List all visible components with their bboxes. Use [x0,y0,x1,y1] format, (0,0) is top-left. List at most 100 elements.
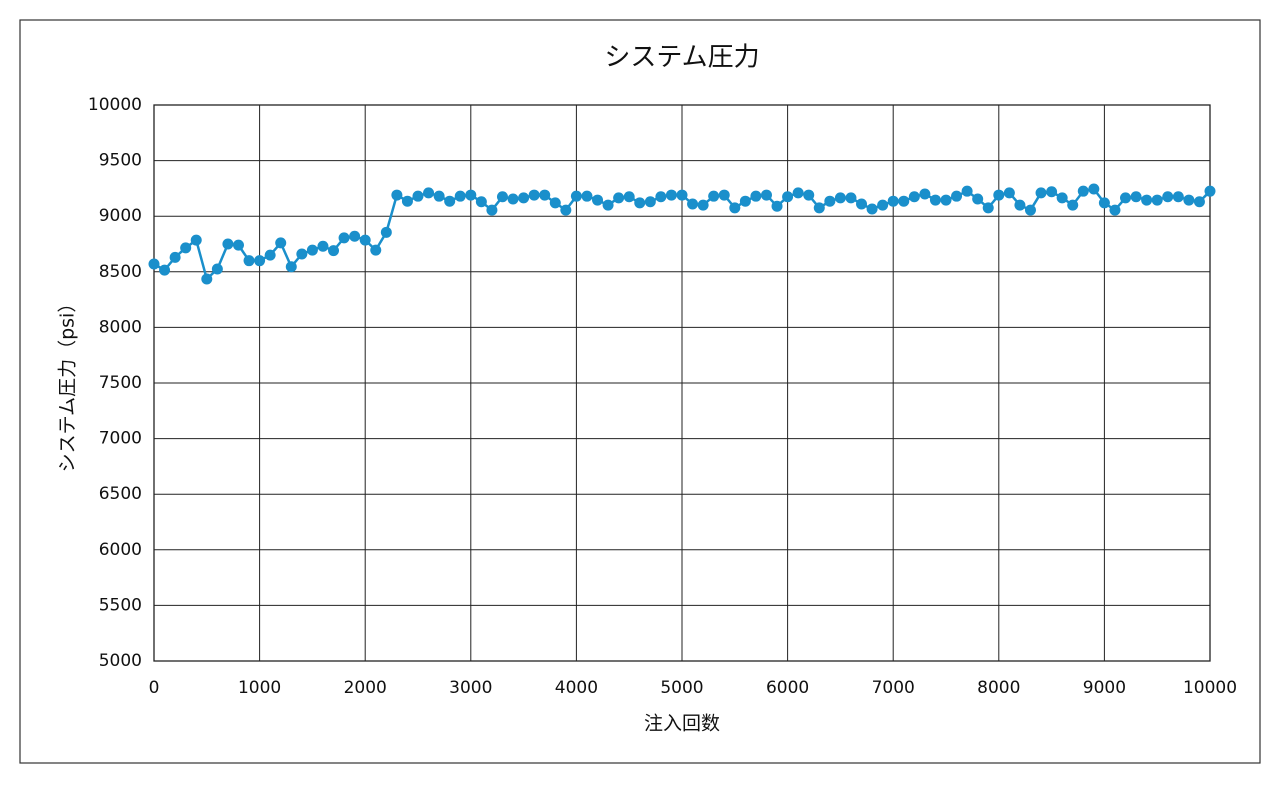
data-point [729,202,741,214]
data-point [1151,194,1163,206]
x-tick-label: 6000 [766,678,809,698]
x-tick-label: 0 [149,678,160,698]
data-point [760,189,772,201]
data-point [655,191,667,203]
data-point [687,198,699,210]
data-point [148,258,160,270]
x-tick-label: 8000 [977,678,1020,698]
data-point [1130,191,1142,203]
data-point [908,191,920,203]
data-point [1077,185,1089,197]
data-point [296,248,308,260]
data-point [676,189,688,201]
data-point [211,263,223,275]
data-point [1067,199,1079,211]
data-point [1056,192,1068,204]
data-point [159,264,171,276]
data-point [623,191,635,203]
data-point [1098,197,1110,209]
data-point [792,187,804,199]
y-tick-label: 7500 [99,373,142,393]
y-tick-label: 8500 [99,262,142,282]
plot-border [153,104,1211,662]
data-point [919,188,931,200]
y-tick-label: 9500 [99,151,142,171]
data-point [824,195,836,207]
data-point [803,189,815,201]
data-point [454,190,466,202]
x-axis-label: 注入回数 [644,713,720,735]
y-tick-label: 8000 [99,317,142,337]
data-point [486,204,498,216]
x-tick-label: 5000 [660,678,703,698]
data-point [180,242,192,254]
data-point [528,189,540,201]
data-point [718,189,730,201]
data-point [1193,196,1205,208]
y-tick-label: 5000 [99,651,142,671]
data-point [328,245,340,257]
data-point [423,187,435,199]
data-point [739,195,751,207]
data-point [1003,187,1015,199]
data-point [518,192,530,204]
x-tick-label: 2000 [344,678,387,698]
data-point [275,237,287,249]
y-tick-label: 6000 [99,540,142,560]
data-point [592,194,604,206]
data-point [951,190,963,202]
y-tick-label: 9000 [99,206,142,226]
data-point [549,197,561,209]
data-point [644,196,656,208]
y-tick-label: 7000 [99,429,142,449]
data-point [1088,183,1100,195]
data-point [380,226,392,238]
data-point [412,190,424,202]
data-point [201,273,213,285]
data-point [834,192,846,204]
data-point [1141,194,1153,206]
data-point [338,232,350,244]
data-point [1120,192,1132,204]
data-point [370,244,382,256]
data-point [929,194,941,206]
data-point [961,185,973,197]
x-tick-label: 4000 [555,678,598,698]
data-point [993,189,1005,201]
data-point [349,230,361,242]
data-point [1024,204,1036,216]
data-point [433,190,445,202]
data-point [856,198,868,210]
data-point [1162,191,1174,203]
data-point [940,194,952,206]
data-point [887,195,899,207]
data-point [813,202,825,214]
data-point [254,255,266,267]
x-tick-label: 7000 [872,678,915,698]
data-point [285,261,297,273]
data-point [845,192,857,204]
data-point [1035,187,1047,199]
data-point [613,192,625,204]
data-point [750,190,762,202]
x-tick-label: 1000 [238,678,281,698]
data-point [1204,185,1216,197]
data-point [866,203,878,215]
data-point [306,244,318,256]
data-point [222,238,234,250]
data-point [782,191,794,203]
data-point [771,200,783,212]
y-tick-label: 6500 [99,484,142,504]
data-point [898,195,910,207]
y-axis-label: システム圧力（psi） [57,294,79,473]
chart-title: システム圧力 [604,43,759,73]
data-point [877,199,889,211]
data-point [1183,194,1195,206]
x-tick-label: 9000 [1083,678,1126,698]
data-point [1172,191,1184,203]
data-point [560,204,572,216]
data-point [475,196,487,208]
x-tick-label: 3000 [449,678,492,698]
data-point [401,195,413,207]
